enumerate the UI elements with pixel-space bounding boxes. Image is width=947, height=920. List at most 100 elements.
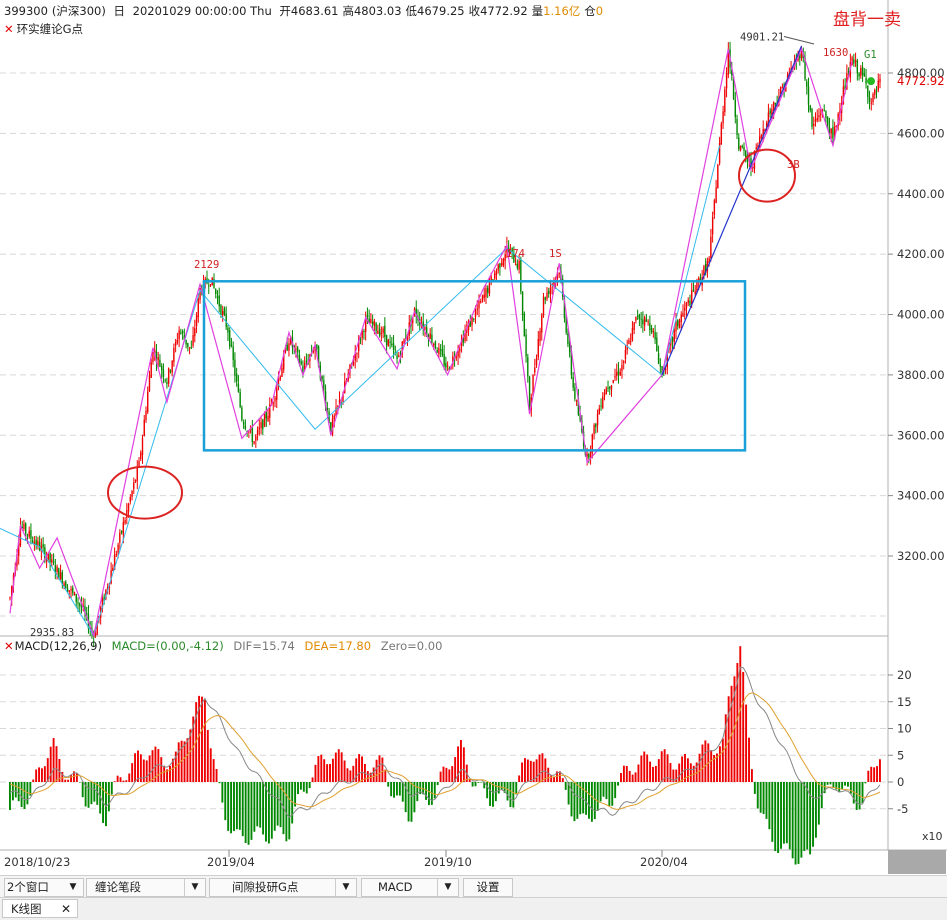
candle-body	[295, 348, 297, 350]
candle-body	[380, 333, 383, 335]
candle-body	[621, 364, 623, 371]
scrollbar[interactable]	[888, 850, 946, 874]
macd-scale-label: x10	[922, 830, 943, 843]
candle-body	[103, 596, 105, 601]
candle-body	[63, 583, 65, 587]
candle-body	[741, 145, 743, 147]
macd-bar	[227, 782, 230, 831]
candle-body	[614, 375, 616, 378]
candle-body	[762, 128, 764, 137]
candle-body	[640, 318, 642, 320]
candle-body	[438, 347, 440, 355]
macd-bar	[343, 760, 346, 782]
candle-body	[49, 553, 51, 563]
macd-bar	[558, 771, 561, 782]
overlay-indicator-name: 环实缠论G点	[16, 22, 84, 36]
open-value: 4683.61	[290, 4, 339, 18]
candle-body	[140, 452, 142, 459]
candle-body	[868, 97, 871, 102]
candle-body	[677, 319, 679, 327]
macd-bar	[151, 750, 154, 782]
chevron-down-icon[interactable]: ▼	[437, 879, 458, 896]
candle-body	[708, 258, 710, 263]
macd-bar	[262, 782, 265, 835]
chevron-down-icon[interactable]: ▼	[69, 882, 77, 892]
candle-body	[764, 129, 766, 132]
candle-body	[274, 397, 276, 402]
candle-body	[375, 323, 377, 332]
candle-body	[546, 292, 548, 299]
indicator-dropdown[interactable]: 间隙投研G点 ▼	[209, 878, 357, 897]
macd-bar	[599, 782, 602, 802]
macd-bar	[809, 782, 812, 855]
candle-body	[750, 158, 752, 169]
candle-body	[535, 358, 538, 366]
candle-body	[736, 118, 738, 135]
date-tick-label: 2020/04	[640, 855, 688, 869]
candle-body	[150, 362, 152, 378]
macd-bar	[753, 782, 756, 794]
candle-body	[276, 387, 278, 400]
macd-zero: Zero=0.00	[380, 639, 443, 653]
candle-body	[588, 454, 590, 458]
candle-body	[828, 126, 831, 136]
macd-bar	[326, 764, 329, 782]
close-icon[interactable]: ✕	[4, 639, 14, 653]
macd-bar	[169, 765, 171, 782]
macd-bar	[718, 746, 721, 782]
macd-bar	[250, 782, 253, 840]
candle-body	[696, 280, 698, 293]
candle-body	[804, 57, 806, 80]
candle-body	[874, 89, 876, 95]
g1-marker	[867, 77, 875, 86]
candle-body	[269, 404, 271, 418]
candle-body	[612, 380, 614, 383]
candle-body	[284, 347, 287, 353]
candle-body	[610, 385, 613, 390]
settings-button[interactable]: 设置	[463, 878, 513, 897]
macd-bar	[663, 749, 666, 782]
close-icon[interactable]: ✕	[60, 902, 71, 916]
low-value: 4679.25	[417, 4, 465, 18]
macd-bar	[148, 755, 151, 782]
macd-bar	[870, 766, 873, 782]
candle-body	[356, 353, 358, 355]
close-icon[interactable]: ✕	[4, 22, 14, 36]
candle-body	[605, 388, 607, 395]
chevron-down-icon[interactable]: ▼	[184, 879, 205, 896]
macd-bar	[171, 758, 174, 782]
macd-dropdown[interactable]: MACD ▼	[361, 878, 459, 897]
candle-body	[296, 347, 299, 353]
macd-bar	[422, 782, 425, 795]
candle-body	[298, 354, 301, 364]
last-price-label: 4772.92	[897, 74, 945, 88]
macd-bar	[765, 782, 768, 819]
candle-body	[72, 587, 74, 593]
macd-bar	[233, 782, 235, 832]
candle-body	[11, 586, 13, 598]
price-tick-label: 4000.00	[897, 308, 945, 322]
tab-kline[interactable]: K线图 ✕	[2, 899, 78, 918]
candle-body	[755, 147, 757, 150]
macd-bar	[154, 746, 157, 782]
macd-bar	[110, 782, 113, 795]
candle-body	[30, 530, 32, 539]
candle-body	[556, 272, 559, 279]
window-count-dropdown[interactable]: 2个窗口 ▼	[4, 878, 84, 897]
chan-bi-segment-dropdown[interactable]: 缠论笔段 ▼	[86, 878, 206, 897]
candle-body	[589, 450, 592, 458]
macd-bar	[506, 782, 509, 801]
macd-bar	[145, 760, 148, 782]
candle-body	[725, 73, 728, 89]
candle-body	[352, 361, 355, 366]
candle-body	[623, 361, 625, 363]
macd-bar	[58, 758, 61, 782]
macd-bar	[61, 772, 64, 782]
candle-body	[473, 318, 475, 320]
macd-bar	[634, 772, 637, 782]
chevron-down-icon[interactable]: ▼	[335, 879, 356, 896]
candle-body	[521, 291, 524, 315]
candle-body	[190, 347, 193, 349]
candle-body	[169, 370, 172, 372]
